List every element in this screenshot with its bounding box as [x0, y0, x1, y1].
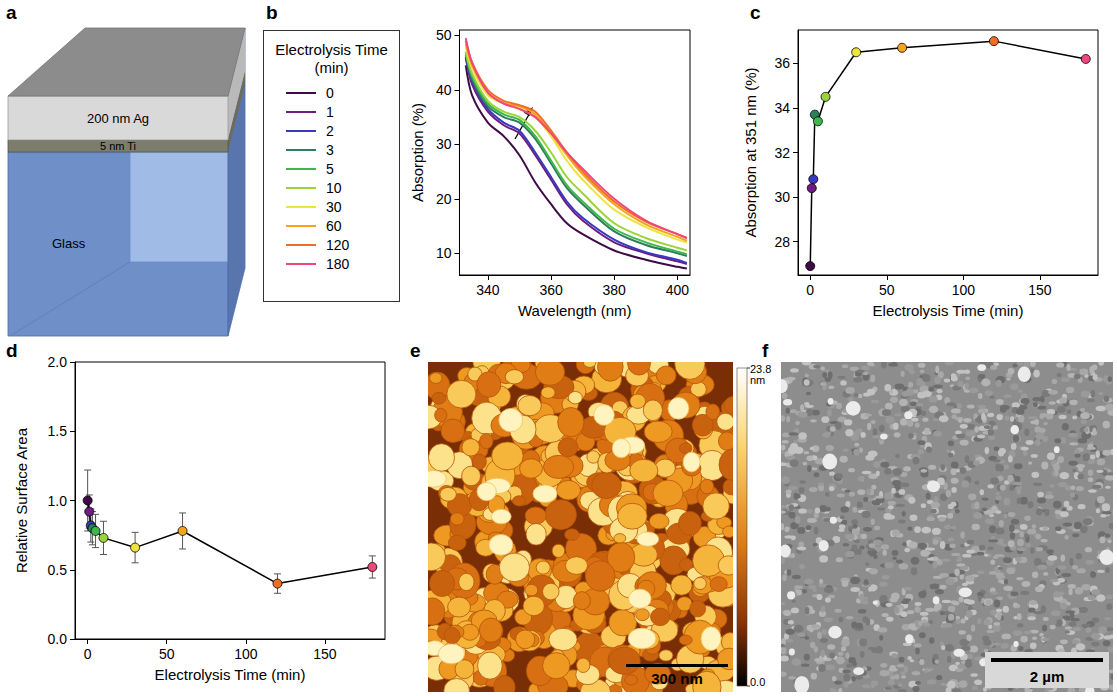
- svg-text:380: 380: [603, 282, 627, 298]
- html-text:180: 180: [326, 255, 350, 272]
- html-text:e: e: [410, 340, 421, 361]
- svg-text:Electrolysis Time (min): Electrolysis Time (min): [873, 302, 1024, 319]
- svg-text:10: 10: [436, 245, 452, 261]
- svg-text:Absorption (%): Absorption (%): [409, 103, 426, 202]
- svg-text:360: 360: [539, 282, 563, 298]
- html-text:5: 5: [326, 160, 334, 177]
- html-text:c: c: [750, 2, 761, 23]
- svg-text:0: 0: [84, 646, 92, 662]
- svg-text:20: 20: [436, 191, 452, 207]
- svg-text:30: 30: [436, 136, 452, 152]
- svg-text:0.0: 0.0: [750, 676, 765, 688]
- html-text:b: b: [266, 2, 278, 23]
- svg-text:1.0: 1.0: [48, 493, 68, 509]
- svg-text:30: 30: [774, 189, 790, 205]
- svg-text:340: 340: [476, 282, 500, 298]
- html-text:10: 10: [326, 179, 342, 196]
- svg-text:50: 50: [879, 282, 895, 298]
- html-text:30: 30: [326, 198, 342, 215]
- svg-text:50: 50: [436, 27, 452, 43]
- html-text:0: 0: [326, 84, 334, 101]
- svg-text:Wavelength (nm): Wavelength (nm): [518, 302, 632, 319]
- svg-text:Relative Surface Area: Relative Surface Area: [13, 427, 30, 573]
- svg-text:150: 150: [1028, 282, 1052, 298]
- svg-text:23.8: 23.8: [750, 363, 772, 375]
- html-text:f: f: [762, 340, 769, 361]
- html-text:Electrolysis Time (min): Electrolysis Time (min): [275, 41, 388, 76]
- svg-text:40: 40: [436, 82, 452, 98]
- svg-text:200 nm Ag: 200 nm Ag: [87, 111, 149, 126]
- svg-text:Absorption at 351 nm (%): Absorption at 351 nm (%): [742, 67, 759, 237]
- svg-text:34: 34: [774, 100, 790, 116]
- html-text:60: 60: [326, 217, 342, 234]
- svg-text:36: 36: [774, 55, 790, 71]
- svg-text:0: 0: [806, 282, 814, 298]
- html-text:d: d: [6, 340, 18, 361]
- svg-text:1.5: 1.5: [48, 423, 68, 439]
- svg-text:nm: nm: [750, 374, 765, 386]
- svg-text:5 nm Ti: 5 nm Ti: [100, 140, 136, 152]
- svg-text:300 nm: 300 nm: [651, 670, 703, 687]
- svg-text:0.0: 0.0: [48, 631, 68, 647]
- svg-text:Glass: Glass: [52, 236, 86, 251]
- svg-text:0.5: 0.5: [48, 562, 68, 578]
- html-text:2: 2: [326, 122, 334, 139]
- html-text:3: 3: [326, 141, 334, 158]
- svg-text:32: 32: [774, 145, 790, 161]
- svg-text:150: 150: [313, 646, 337, 662]
- svg-text:2.0: 2.0: [48, 354, 68, 370]
- html-text:120: 120: [326, 236, 350, 253]
- svg-text:100: 100: [952, 282, 976, 298]
- svg-text:28: 28: [774, 234, 790, 250]
- svg-text:2 µm: 2 µm: [1030, 668, 1065, 685]
- svg-text:50: 50: [159, 646, 175, 662]
- html-text:1: 1: [326, 103, 334, 120]
- svg-text:100: 100: [234, 646, 258, 662]
- svg-text:400: 400: [666, 282, 690, 298]
- html-text:a: a: [6, 2, 17, 23]
- svg-text:Electrolysis Time (min): Electrolysis Time (min): [155, 666, 306, 683]
